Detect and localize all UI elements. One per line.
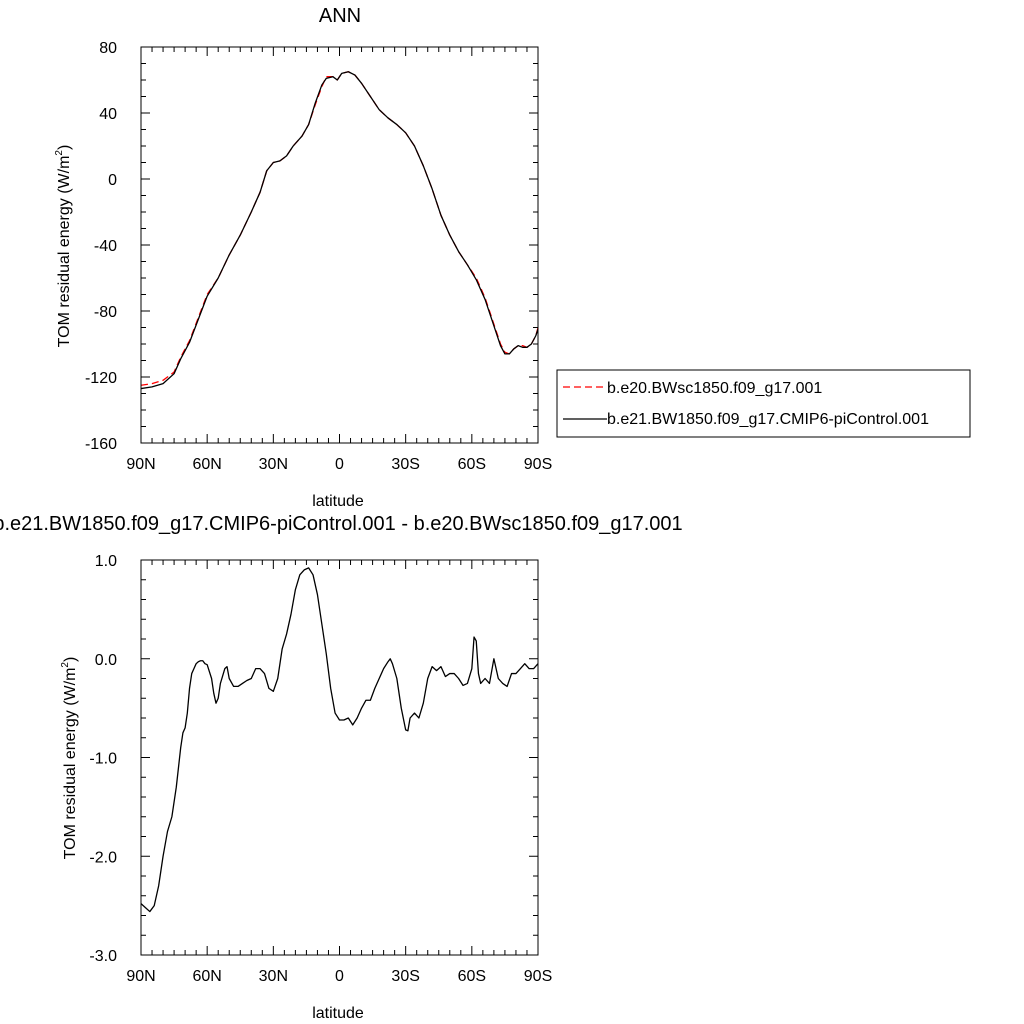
top-chart: ANN 90N 60N 30N 0 30S 60S 90S -160 -120 -80 -40 0 40… <box>54 5 552 510</box>
top-chart-x-tick-label: 0 <box>335 456 344 473</box>
bottom-chart-frame <box>140 559 539 956</box>
legend-label-series-1: b.e20.BWsc1850.f09_g17.001 <box>607 380 822 397</box>
bottom-chart-y-tick-label: 0.0 <box>95 652 117 669</box>
bottom-chart-x-tick-label: 30N <box>259 968 288 985</box>
top-chart-series-line-2 <box>141 71 538 390</box>
bottom-chart-x-tick-label: 60S <box>458 968 486 985</box>
bottom-chart-plot-area: 90N 60N 30N 0 30S 60S 90S -3.0 -2.0 -1.0 0.0 1.0 <box>89 553 552 985</box>
top-chart-y-tick-label: -160 <box>85 436 117 453</box>
bottom-chart-x-tick-label: 60N <box>192 968 221 985</box>
top-chart-y-axis-title-close: ) <box>56 145 73 150</box>
legend-label-series-2: b.e21.BW1850.f09_g17.CMIP6-piControl.001 <box>607 411 929 428</box>
bottom-chart-x-tick-label: 0 <box>335 968 344 985</box>
legend-box <box>556 369 971 438</box>
top-chart-title: ANN <box>319 5 361 27</box>
top-chart-series-line-1 <box>141 71 538 386</box>
top-chart-y-tick-label: -80 <box>94 304 117 321</box>
bottom-chart: b.e21.BW1850.f09_g17.CMIP6-piControl.001… <box>0 513 683 1022</box>
top-chart-frame <box>140 46 539 444</box>
top-chart-x-tick-label: 30N <box>259 456 288 473</box>
bottom-chart-x-tick-label: 90S <box>524 968 552 985</box>
bottom-chart-y-tick-label: -2.0 <box>89 849 117 866</box>
top-chart-y-tick-label: 80 <box>99 40 117 57</box>
top-chart-x-axis-title: latitude <box>312 493 364 510</box>
top-chart-x-tick-label: 30S <box>391 456 419 473</box>
top-chart-y-tick-label: -120 <box>85 370 117 387</box>
bottom-chart-series-line-1 <box>141 567 538 913</box>
bottom-chart-title: b.e21.BW1850.f09_g17.CMIP6-piControl.001… <box>0 513 683 535</box>
top-chart-x-tick-label: 90S <box>524 456 552 473</box>
bottom-chart-y-axis-title-sup: 2 <box>60 662 71 668</box>
bottom-chart-y-axis-title-close: ) <box>62 657 79 662</box>
top-chart-plot-area: 90N 60N 30N 0 30S 60S 90S -160 -120 -80 -40 0 40 80 <box>85 40 552 473</box>
bottom-chart-y-tick-label: -1.0 <box>89 751 117 768</box>
top-chart-y-axis-title-main: TOM residual energy (W/m <box>56 156 73 348</box>
bottom-chart-y-tick-label: -3.0 <box>89 948 117 965</box>
top-chart-y-tick-label: 40 <box>99 106 117 123</box>
legend: b.e20.BWsc1850.f09_g17.001 b.e21.BW1850.… <box>556 369 971 438</box>
bottom-chart-y-axis-title-main: TOM residual energy (W/m <box>62 668 79 860</box>
top-chart-y-tick-label: 0 <box>108 172 117 189</box>
bottom-chart-x-tick-label: 90N <box>126 968 155 985</box>
top-chart-y-axis-title-sup: 2 <box>54 150 65 156</box>
bottom-chart-y-axis-title: TOM residual energy (W/m2) <box>60 657 79 860</box>
top-chart-x-tick-label: 60S <box>458 456 486 473</box>
bottom-chart-x-tick-label: 30S <box>391 968 419 985</box>
top-chart-x-tick-label: 90N <box>126 456 155 473</box>
bottom-chart-x-axis-title: latitude <box>312 1005 364 1022</box>
top-chart-x-tick-label: 60N <box>192 456 221 473</box>
bottom-chart-y-tick-label: 1.0 <box>95 553 117 570</box>
top-chart-y-tick-label: -40 <box>94 238 117 255</box>
top-chart-y-axis-title: TOM residual energy (W/m2) <box>54 145 73 348</box>
